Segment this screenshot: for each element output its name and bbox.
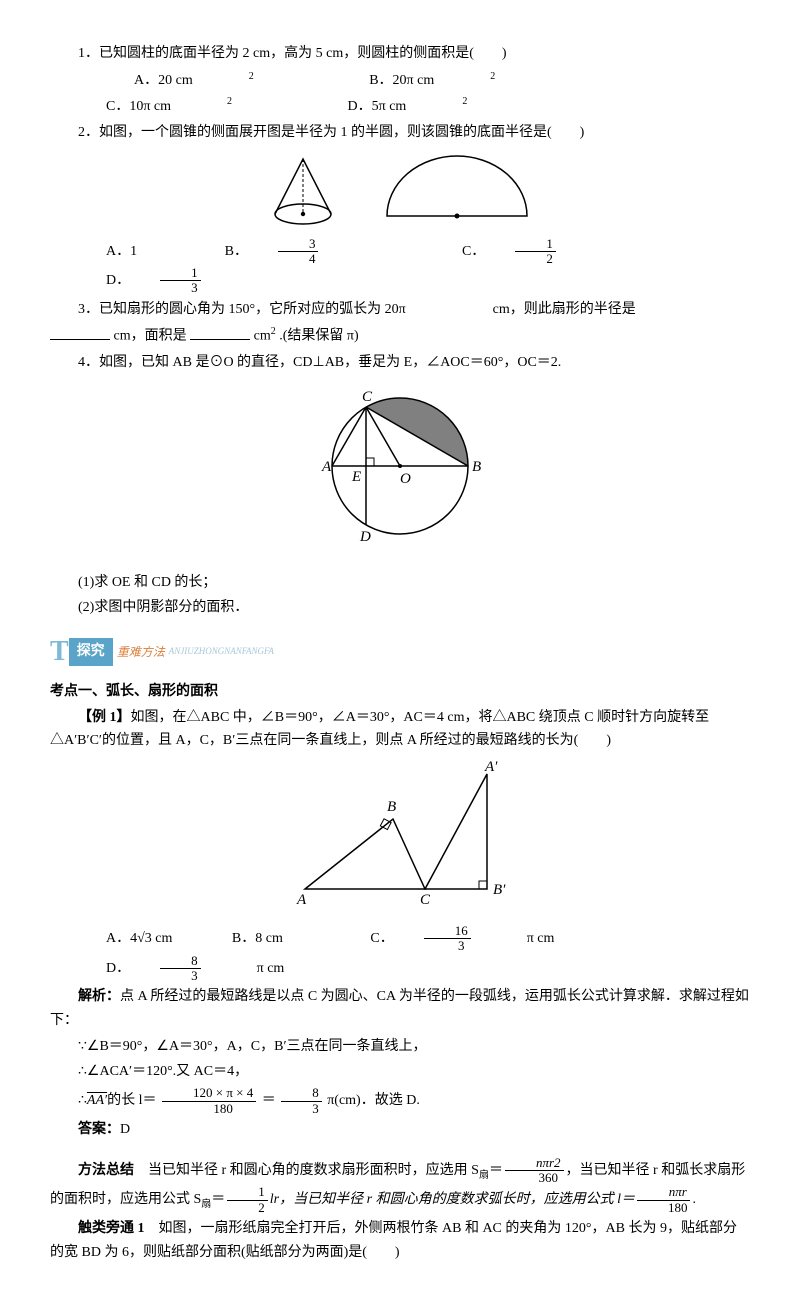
- opt-a: A．1: [78, 240, 137, 264]
- analog-1: 触类旁通 1 如图，一扇形纸扇完全打开后，外侧两根竹条 AB 和 AC 的夹角为…: [50, 1217, 750, 1265]
- problem-2-options: A．1 B．34 C．12 D．13: [50, 237, 750, 296]
- svg-text:D: D: [359, 529, 371, 545]
- blank-radius: [50, 325, 110, 340]
- figure-q4: A B C D E O: [50, 381, 750, 565]
- analysis-l3: ∴AA′的长 l＝ 120 × π × 4180 ＝ 83 π(cm)．故选 D…: [50, 1086, 750, 1116]
- svg-text:C: C: [420, 892, 431, 908]
- figure-q2: [50, 151, 750, 231]
- banner-t-icon: T: [50, 636, 69, 667]
- opt-a: A．20 cm: [106, 69, 193, 93]
- example-1: 【例 1】如图，在△ABC 中，∠B＝90°，∠A＝30°，AC＝4 cm，将△…: [50, 706, 750, 754]
- banner-sub: 重难方法: [117, 645, 165, 659]
- svg-text:A: A: [296, 892, 307, 908]
- cone-icon: [258, 151, 348, 231]
- analysis: 解析：点 A 所经过的最短路线是以点 C 为圆心、CA 为半径的一段弧线，运用弧…: [50, 985, 750, 1033]
- triangle-rotation-diagram: A B C A′ B′: [275, 759, 525, 909]
- problem-1: 1．已知圆柱的底面半径为 2 cm，高为 5 cm，则圆柱的侧面积是( ): [50, 42, 750, 66]
- svg-text:A′: A′: [484, 759, 498, 775]
- problem-3-line2: cm，面积是 cm2 .(结果保留 π): [50, 323, 750, 348]
- circle-diagram: A B C D E O: [310, 381, 490, 556]
- opt-c: C．10π cm: [78, 95, 171, 119]
- banner-pinyin: ANJIUZHONGNANFANGFA: [169, 646, 274, 656]
- figure-ex1: A B C A′ B′: [50, 759, 750, 918]
- section-banner: T探究重难方法 ANJIUZHONGNANFANGFA: [50, 628, 750, 676]
- svg-text:B: B: [387, 799, 396, 815]
- banner-title: 探究: [69, 638, 113, 666]
- opt-a: A．4√3 cm: [78, 927, 172, 951]
- svg-text:C: C: [362, 389, 373, 405]
- blank-area: [190, 325, 250, 340]
- svg-text:B′: B′: [493, 882, 506, 898]
- kaodian-1: 考点一、弧长、扇形的面积: [50, 680, 750, 704]
- answer: 答案：D: [50, 1118, 750, 1142]
- q4-part2: (2)求图中阴影部分的面积．: [50, 596, 750, 620]
- problem-4: 4．如图，已知 AB 是⊙O 的直径，CD⊥AB，垂足为 E，∠AOC＝60°，…: [50, 351, 750, 375]
- problem-1-options: A．20 cm2 B．20π cm2 C．10π cm2 D．5π cm2: [50, 68, 750, 119]
- semicircle-icon: [372, 151, 542, 231]
- ex1-options: A．4√3 cm B．8 cm C．163π cm D．83π cm: [50, 924, 750, 983]
- method-summary: 方法总结 当已知半径 r 和圆心角的度数求扇形面积时，应选用 S扇＝nπr236…: [50, 1156, 750, 1215]
- svg-text:A: A: [321, 459, 332, 475]
- opt-b: B．8 cm: [204, 927, 283, 951]
- opt-d: D．5π cm: [320, 95, 407, 119]
- svg-text:E: E: [351, 469, 361, 485]
- problem-3: 3．已知扇形的圆心角为 150°，它所对应的弧长为 20π cm，则此扇形的半径…: [50, 298, 750, 322]
- problem-2: 2．如图，一个圆锥的侧面展开图是半径为 1 的半圆，则该圆锥的底面半径是( ): [50, 121, 750, 145]
- svg-text:B: B: [472, 459, 481, 475]
- analysis-l2: ∴∠ACA′＝120°.又 AC＝4，: [50, 1060, 750, 1084]
- analysis-l1: ∵∠B＝90°，∠A＝30°，A，C，B′三点在同一条直线上，: [50, 1035, 750, 1059]
- q4-part1: (1)求 OE 和 CD 的长；: [50, 571, 750, 595]
- svg-text:O: O: [400, 471, 411, 487]
- opt-b: B．20π cm: [341, 69, 434, 93]
